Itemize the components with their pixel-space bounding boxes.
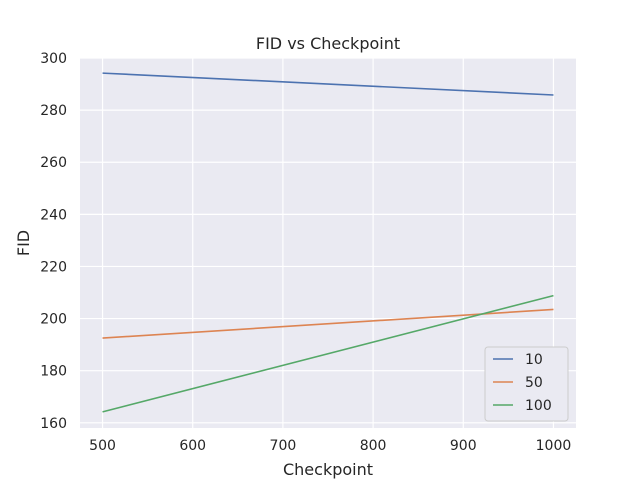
y-tick-label: 260 [40, 155, 67, 171]
y-tick-labels: 160 180 200 220 240 260 280 300 [40, 51, 67, 432]
series-line-10 [102, 72, 554, 96]
y-axis-label: FID [14, 230, 33, 256]
x-tick-label: 600 [179, 438, 206, 454]
y-tick-label: 160 [40, 416, 67, 432]
y-tick-label: 280 [40, 103, 67, 119]
x-tick-label: 1000 [536, 438, 572, 454]
legend-label-100: 100 [525, 398, 552, 414]
x-tick-label: 700 [270, 438, 297, 454]
y-tick-label: 200 [40, 312, 67, 328]
x-tick-label: 500 [89, 438, 116, 454]
y-tick-label: 180 [40, 364, 67, 380]
series-line-100 [102, 294, 554, 413]
x-axis-label: Checkpoint [283, 460, 373, 479]
grid-lines [80, 57, 576, 428]
y-tick-label: 240 [40, 207, 67, 223]
x-tick-label: 900 [450, 438, 477, 454]
chart-title: FID vs Checkpoint [256, 34, 400, 53]
legend: 10 50 100 [484, 346, 569, 422]
y-tick-label: 220 [40, 259, 67, 275]
series-lines [102, 72, 554, 413]
legend-label-10: 10 [525, 352, 543, 368]
x-tick-labels: 500 600 700 800 900 1000 [89, 438, 571, 454]
legend-label-50: 50 [525, 375, 543, 391]
y-tick-label: 300 [40, 51, 67, 67]
x-tick-label: 800 [360, 438, 387, 454]
legend-box [484, 346, 569, 422]
